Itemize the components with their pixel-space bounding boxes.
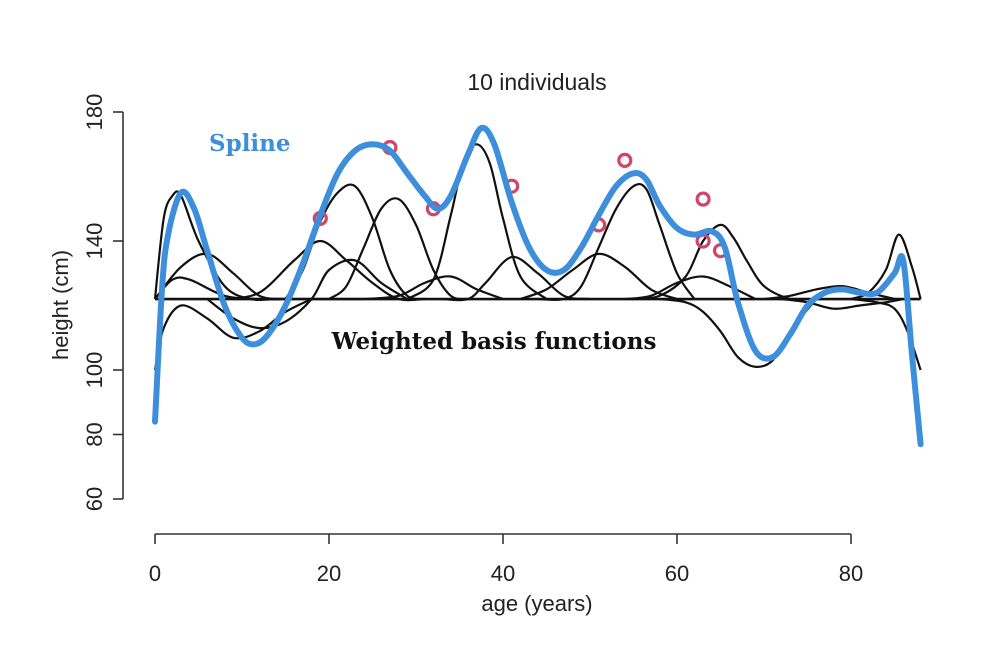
y-tick-label: 60 <box>82 487 107 511</box>
data-point <box>695 191 711 207</box>
y-axis: 60 80 100 140 180 height (cm) <box>48 94 124 511</box>
x-ticks: 0 20 40 60 80 <box>149 534 863 586</box>
basis-curve <box>206 258 408 330</box>
x-tick-label: 40 <box>491 561 515 586</box>
basis-curve <box>781 297 904 310</box>
x-tick-label: 0 <box>149 561 161 586</box>
y-tick-label: 80 <box>82 422 107 446</box>
chart-title: 10 individuals <box>467 69 606 95</box>
basis-curve <box>442 255 591 302</box>
basis-curve <box>154 252 286 301</box>
y-tick-label: 140 <box>82 223 107 260</box>
basis-curve <box>633 223 808 302</box>
basis-curve <box>153 298 313 371</box>
basis-curve <box>850 233 922 301</box>
y-tick-label: 180 <box>82 94 107 131</box>
basis-label: Weighted basis functions <box>331 328 657 355</box>
y-axis-title: height (cm) <box>48 250 73 360</box>
y-tick-label: 100 <box>82 352 107 389</box>
x-tick-label: 20 <box>317 561 341 586</box>
x-tick-label: 60 <box>665 561 689 586</box>
plot-area <box>152 124 924 448</box>
basis-curve <box>406 143 548 300</box>
basis-curve <box>328 197 469 301</box>
basis-curve <box>284 183 425 301</box>
x-axis: 0 20 40 60 80 age (years) <box>149 533 863 616</box>
y-ticks: 60 80 100 140 180 <box>82 94 123 511</box>
x-axis-title: age (years) <box>481 591 592 616</box>
spline-curve <box>152 124 924 448</box>
basis-curve <box>224 239 425 302</box>
basis-curve <box>537 182 696 302</box>
spline-label: Spline <box>209 130 291 157</box>
basis-curve <box>520 252 678 301</box>
data-point <box>617 152 633 168</box>
x-tick-label: 80 <box>839 561 863 586</box>
